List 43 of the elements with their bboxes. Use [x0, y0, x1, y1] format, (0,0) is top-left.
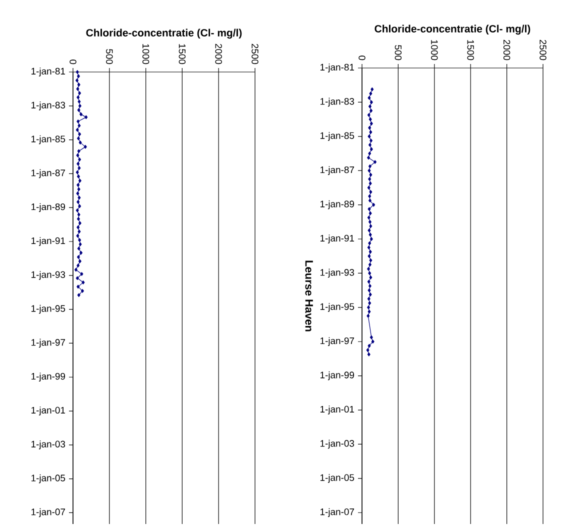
y-tick-label: 1-jan-99 [31, 372, 66, 382]
y-tick-label: 1-jan-95 [320, 303, 354, 312]
x-tick-label: 2000 [215, 44, 222, 64]
y-tick-label: 1-jan-91 [31, 237, 66, 246]
y-tick-label: 1-jan-87 [31, 169, 66, 178]
x-tick-label: 1000 [142, 44, 150, 64]
x-tick-label: 500 [106, 49, 113, 64]
x-tick-label: 0 [358, 56, 366, 60]
y-tick-label: 1-jan-97 [31, 338, 66, 348]
y-tick-label: 1-jan-03 [31, 440, 66, 450]
x-tick-label: 1500 [178, 44, 186, 64]
x-tick-label: 500 [394, 45, 402, 60]
x-tick-label: 1500 [467, 40, 474, 60]
y-tick-label: 1-jan-83 [320, 98, 354, 107]
y-tick-label: 1-jan-93 [320, 268, 354, 278]
x-tick-label: 2500 [252, 44, 258, 64]
y-tick-label: 1-jan-01 [320, 406, 354, 414]
y-tick-label: 1-jan-83 [31, 101, 66, 110]
y-tick-label: 1-jan-99 [320, 371, 354, 380]
x-tick-label: 1000 [431, 40, 438, 60]
y-tick-label: 1-jan-95 [31, 304, 66, 314]
y-tick-label: 1-jan-89 [320, 200, 354, 210]
x-axis-title: Chloride-concentratie (Cl- mg/l) [374, 24, 530, 35]
y-axis-title: Leurse Haven [305, 260, 313, 332]
x-tick-label: 2500 [540, 40, 546, 60]
x-tick-label: 0 [70, 60, 76, 64]
y-tick-label: 1-jan-07 [31, 508, 66, 518]
y-tick-label: 1-jan-85 [31, 135, 66, 144]
y-tick-label: 1-jan-91 [320, 234, 354, 244]
y-tick-label: 1-jan-81 [320, 64, 354, 72]
x-axis-title: Chloride-concentratie (Cl- mg/l) [86, 28, 242, 39]
y-tick-label: 1-jan-01 [31, 406, 66, 416]
y-tick-label: 1-jan-05 [320, 474, 354, 483]
y-tick-label: 1-jan-89 [31, 203, 66, 212]
y-tick-label: 1-jan-03 [320, 440, 354, 449]
y-tick-label: 1-jan-81 [31, 68, 66, 76]
y-tick-label: 1-jan-85 [320, 132, 354, 141]
y-tick-label: 1-jan-93 [31, 270, 66, 280]
y-tick-label: 1-jan-07 [320, 508, 354, 518]
y-tick-label: 1-jan-05 [31, 474, 66, 484]
x-tick-label: 2000 [503, 40, 510, 60]
y-tick-label: 1-jan-97 [320, 337, 354, 346]
y-tick-label: 1-jan-87 [320, 166, 354, 176]
